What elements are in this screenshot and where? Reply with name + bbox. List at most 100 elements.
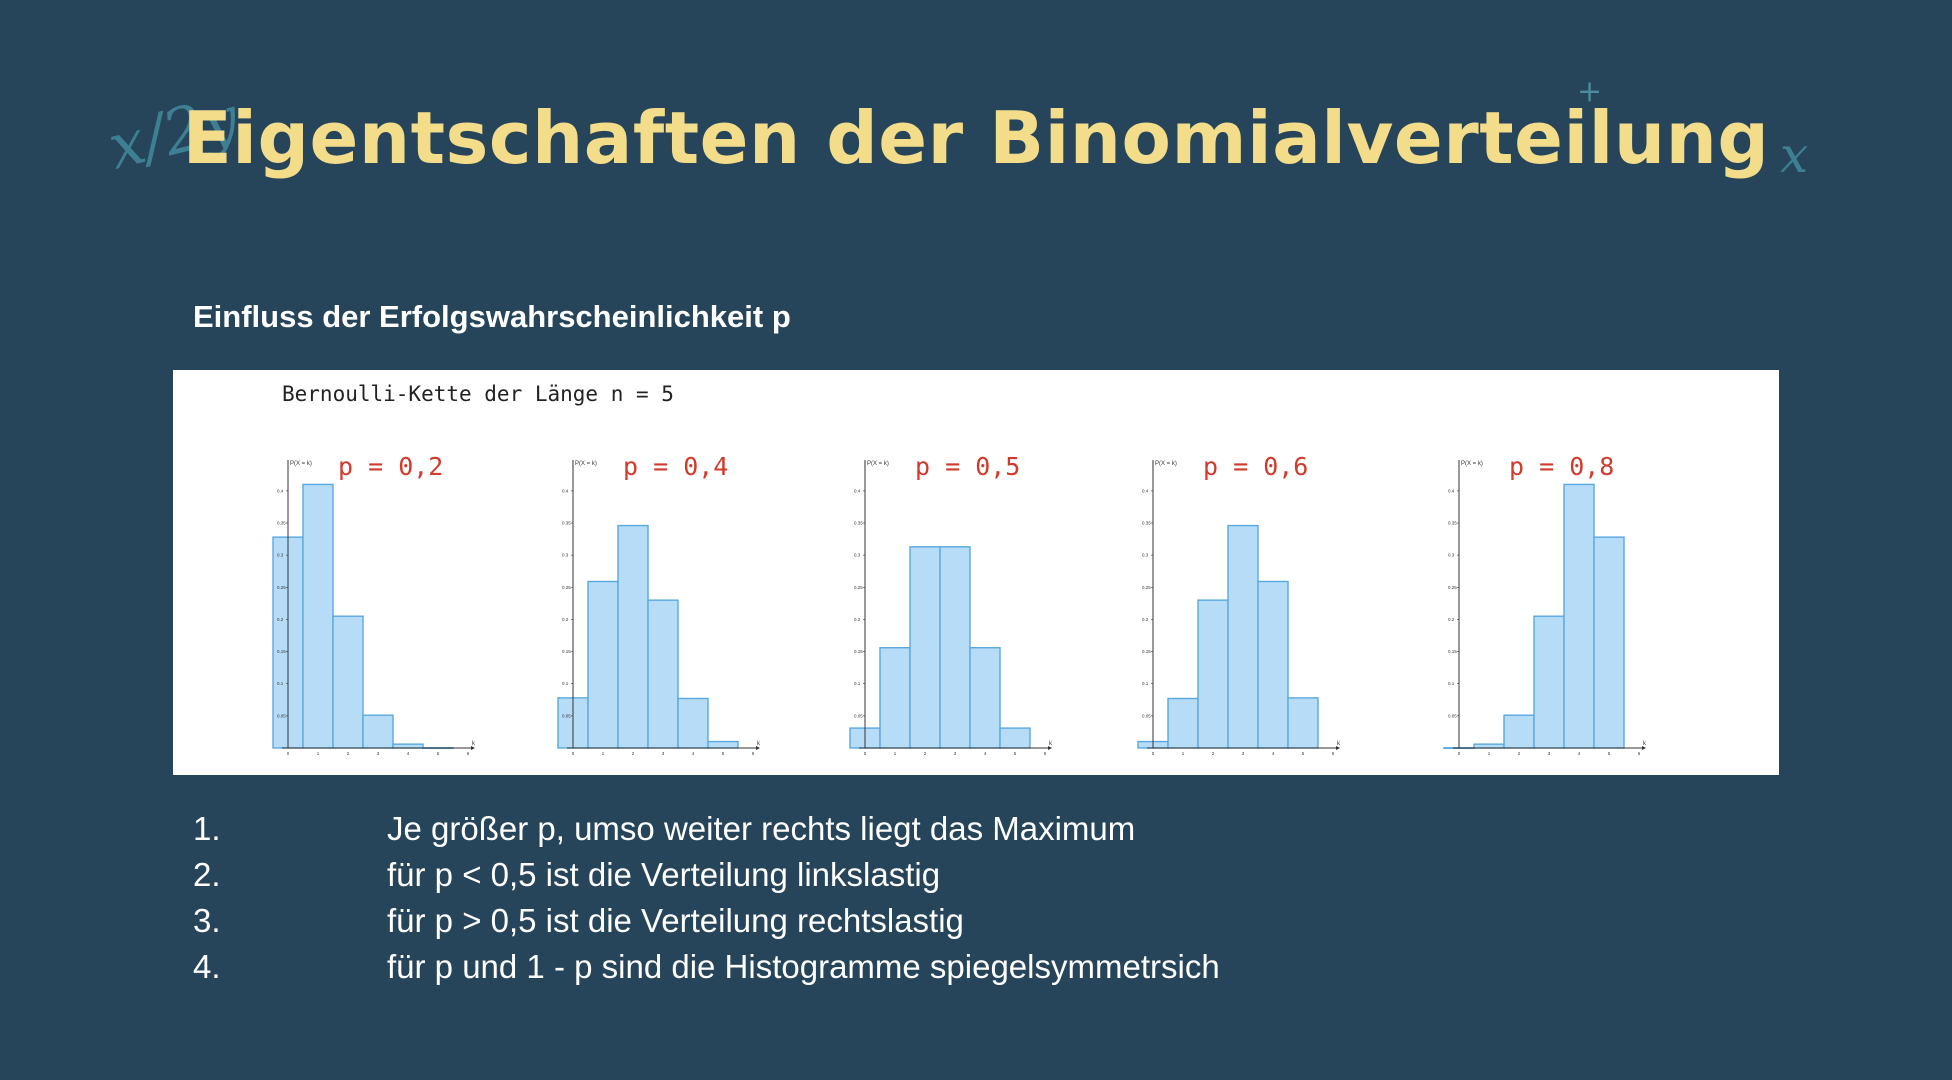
x-axis-arrow: [1642, 746, 1646, 750]
y-tick-label: 0.35: [562, 521, 571, 526]
decoration-plus: +: [1577, 74, 1603, 109]
histogram-4: p = 0,6 P(X = k) k 0.05 0.1 0.15 0.2 0.25 0.3 0.3…: [1137, 440, 1353, 770]
y-tick-label: 0.15: [277, 649, 286, 654]
bar: [1473, 743, 1505, 749]
bar: [647, 599, 679, 749]
y-tick-label: 0.4: [562, 488, 569, 493]
slide-subtitle: Einfluss der Erfolgswahrscheinlichkeit p: [193, 299, 791, 334]
list-item: 2. für p < 0,5 ist die Verteilung linksla…: [193, 852, 1220, 898]
slide-title: Eigentschaften der Binomialverteilung: [182, 96, 1770, 180]
x-tick-label: 6: [752, 751, 755, 756]
x-tick-label: 6: [1638, 751, 1641, 756]
x-tick-label: 2: [347, 751, 350, 756]
bar: [677, 697, 709, 749]
x-tick-label: 0: [864, 751, 867, 756]
bar: [1287, 697, 1319, 749]
y-tick-label: 0.4: [277, 488, 284, 493]
bar: [707, 740, 739, 749]
panel-caption: Bernoulli-Kette der Länge n = 5: [282, 382, 674, 406]
bar: [617, 524, 649, 749]
x-tick-label: 6: [1332, 751, 1335, 756]
x-tick-label: 4: [1578, 751, 1581, 756]
item-text: Je größer p, umso weiter rechts liegt da…: [387, 810, 1136, 847]
item-number: 1.: [193, 810, 221, 847]
y-tick-label: 0.4: [1142, 488, 1149, 493]
bar: [1593, 536, 1625, 749]
item-number: 2.: [193, 856, 221, 893]
y-tick-label: 0.25: [277, 585, 286, 590]
y-axis-label: P(X = k): [1155, 461, 1177, 467]
x-tick-label: 2: [1518, 751, 1521, 756]
x-tick-label: 1: [317, 751, 320, 756]
x-tick-label: 0: [1152, 751, 1155, 756]
y-tick-label: 0.3: [1448, 553, 1455, 558]
x-tick-label: 4: [692, 751, 695, 756]
list-item: 1. Je größer p, umso weiter rechts liegt …: [193, 806, 1220, 852]
x-tick-label: 2: [1212, 751, 1215, 756]
histogram-svg: p = 0,2 P(X = k) k 0.05 0.1 0.15 0.2 0.25 0.3 0.3…: [272, 452, 476, 756]
x-axis-label: k: [1643, 741, 1647, 747]
p-label: p = 0,5: [915, 452, 1020, 481]
histogram-5: p = 0,8 P(X = k) k 0.05 0.1 0.15 0.2 0.25 0.3 0.3…: [1443, 440, 1659, 770]
histogram-1: p = 0,2 P(X = k) k 0.05 0.1 0.15 0.2 0.25 0.3 0.3…: [272, 440, 488, 770]
y-tick-label: 0.25: [1448, 585, 1457, 590]
y-tick-label: 0.35: [277, 521, 286, 526]
x-tick-label: 5: [1014, 751, 1017, 756]
bar: [969, 647, 1001, 749]
y-tick-label: 0.3: [562, 553, 569, 558]
item-text: für p < 0,5 ist die Verteilung linkslast…: [387, 856, 941, 893]
list-item: 4. für p und 1 - p sind die Histogramme s…: [193, 944, 1220, 990]
y-tick-label: 0.25: [854, 585, 863, 590]
x-tick-label: 6: [467, 751, 470, 756]
x-axis-label: k: [472, 741, 476, 747]
y-tick-label: 0.1: [1142, 681, 1149, 686]
item-number: 3.: [193, 902, 221, 939]
histogram-3: p = 0,5 P(X = k) k 0.05 0.1 0.15 0.2 0.25 0.3 0.3…: [849, 440, 1065, 770]
y-tick-label: 0.3: [854, 553, 861, 558]
item-text: für p und 1 - p sind die Histogramme spi…: [387, 948, 1220, 985]
bar: [392, 743, 424, 749]
histogram-svg: p = 0,5 P(X = k) k 0.05 0.1 0.15 0.2 0.25 0.3 0.3…: [849, 452, 1053, 756]
bar: [1563, 483, 1595, 749]
histogram-svg: p = 0,6 P(X = k) k 0.05 0.1 0.15 0.2 0.25 0.3 0.3…: [1137, 452, 1341, 756]
histogram-panel: Bernoulli-Kette der Länge n = 5 p = 0,2 P…: [173, 370, 1779, 775]
histogram-2: p = 0,4 P(X = k) k 0.05 0.1 0.15 0.2 0.25 0.3 0.3…: [557, 440, 773, 770]
x-axis-arrow: [1048, 746, 1052, 750]
y-axis-label: P(X = k): [575, 461, 597, 467]
y-tick-label: 0.2: [277, 617, 284, 622]
item-text: für p > 0,5 ist die Verteilung rechtslas…: [387, 902, 964, 939]
y-tick-label: 0.05: [854, 713, 863, 718]
x-tick-label: 2: [924, 751, 927, 756]
x-tick-label: 6: [1044, 751, 1047, 756]
x-tick-label: 1: [1182, 751, 1185, 756]
y-tick-label: 0.1: [277, 681, 284, 686]
p-label: p = 0,2: [338, 452, 443, 481]
y-tick-label: 0.2: [1142, 617, 1149, 622]
x-axis-arrow: [471, 746, 475, 750]
x-tick-label: 3: [1548, 751, 1551, 756]
property-list: 1. Je größer p, umso weiter rechts liegt …: [193, 806, 1220, 990]
y-axis-label: P(X = k): [1461, 461, 1483, 467]
decoration-x: x: [1780, 126, 1809, 184]
y-tick-label: 0.2: [1448, 617, 1455, 622]
bar: [879, 647, 911, 749]
y-tick-label: 0.4: [1448, 488, 1455, 493]
bar: [1227, 524, 1259, 749]
y-tick-label: 0.1: [1448, 681, 1455, 686]
y-tick-label: 0.35: [854, 521, 863, 526]
bar: [587, 580, 619, 749]
list-item: 3. für p > 0,5 ist die Verteilung rechtsl…: [193, 898, 1220, 944]
x-axis-arrow: [756, 746, 760, 750]
bar: [302, 483, 334, 749]
bar: [362, 714, 394, 749]
x-tick-label: 5: [722, 751, 725, 756]
y-axis-label: P(X = k): [290, 461, 312, 467]
x-tick-label: 2: [632, 751, 635, 756]
x-tick-label: 5: [437, 751, 440, 756]
item-number: 4.: [193, 948, 221, 985]
x-tick-label: 1: [602, 751, 605, 756]
x-axis-label: k: [1337, 741, 1341, 747]
y-tick-label: 0.4: [854, 488, 861, 493]
y-tick-label: 0.15: [1142, 649, 1151, 654]
